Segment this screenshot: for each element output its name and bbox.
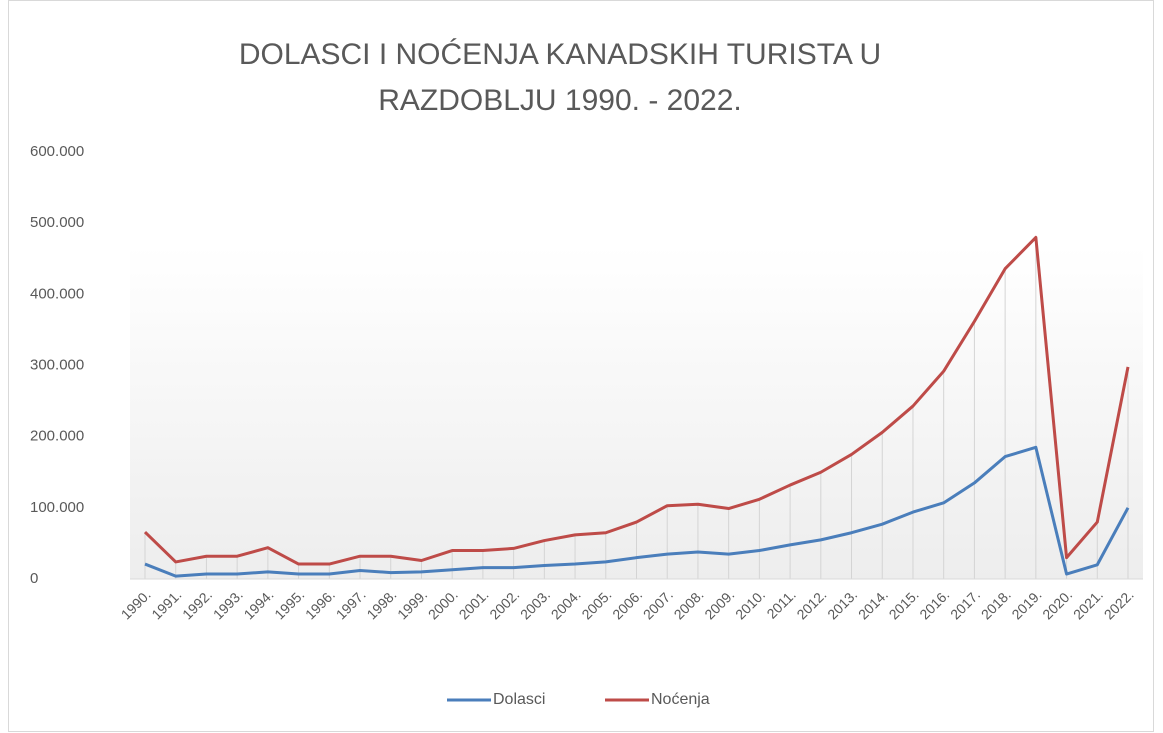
y-tick-label: 300.000 [30, 356, 84, 373]
x-tick-label: 2010. [732, 586, 768, 622]
x-tick-label: 2011. [763, 586, 798, 621]
x-tick-label: 1994. [241, 586, 277, 622]
x-tick-label: 2000. [425, 586, 461, 622]
x-tick-label: 1996. [302, 586, 338, 622]
x-tick-label: 2001. [456, 586, 492, 622]
legend-label: Noćenja [651, 691, 710, 708]
x-tick-label: 2015. [886, 586, 922, 622]
x-tick-label: 2003. [517, 586, 553, 622]
x-tick-label: 2022. [1101, 586, 1137, 622]
x-tick-label: 2016. [916, 586, 952, 622]
x-tick-label: 2020. [1039, 586, 1075, 622]
legend-label: Dolasci [493, 691, 545, 708]
x-tick-label: 2006. [609, 586, 645, 622]
y-tick-label: 200.000 [30, 428, 84, 445]
x-tick-label: 1993. [210, 586, 246, 622]
x-tick-label: 1990. [118, 586, 154, 622]
y-tick-label: 500.000 [30, 214, 84, 231]
chart-title: DOLASCI I NOĆENJA KANADSKIH TURISTA U RA… [238, 38, 882, 117]
x-tick-label: 2012. [793, 586, 829, 622]
frame [8, 0, 1154, 732]
x-tick-label: 1992. [179, 586, 215, 622]
x-tick-label: 2009. [701, 586, 737, 622]
x-tick-label: 2004. [548, 586, 584, 622]
y-tick-label: 600.000 [30, 143, 84, 160]
x-tick-label: 2021. [1070, 586, 1106, 622]
x-tick-label: 2007. [640, 586, 676, 622]
x-tick-label: 1991. [148, 586, 184, 622]
x-tick-label: 1997. [333, 586, 369, 622]
series-line [143, 235, 1130, 566]
x-tick-label: 1999. [394, 586, 430, 622]
x-tick-label: 2017. [947, 586, 983, 622]
series-line [144, 445, 1130, 578]
x-tick-label: 2008. [671, 586, 707, 622]
x-tick-label: 2014. [855, 586, 891, 622]
x-tick-label: 2019. [1008, 586, 1044, 622]
x-tick-label: 2005. [578, 586, 614, 622]
y-tick-label: 0 [30, 570, 38, 587]
x-tick-label: 2013. [824, 586, 860, 622]
x-tick-label: 2018. [978, 586, 1014, 622]
x-tick-label: 1998. [363, 586, 399, 622]
y-tick-label: 400.000 [30, 285, 84, 302]
y-tick-label: 100.000 [30, 499, 84, 516]
x-tick-label: 1995. [271, 586, 307, 622]
x-tick-label: 2002. [486, 586, 522, 622]
